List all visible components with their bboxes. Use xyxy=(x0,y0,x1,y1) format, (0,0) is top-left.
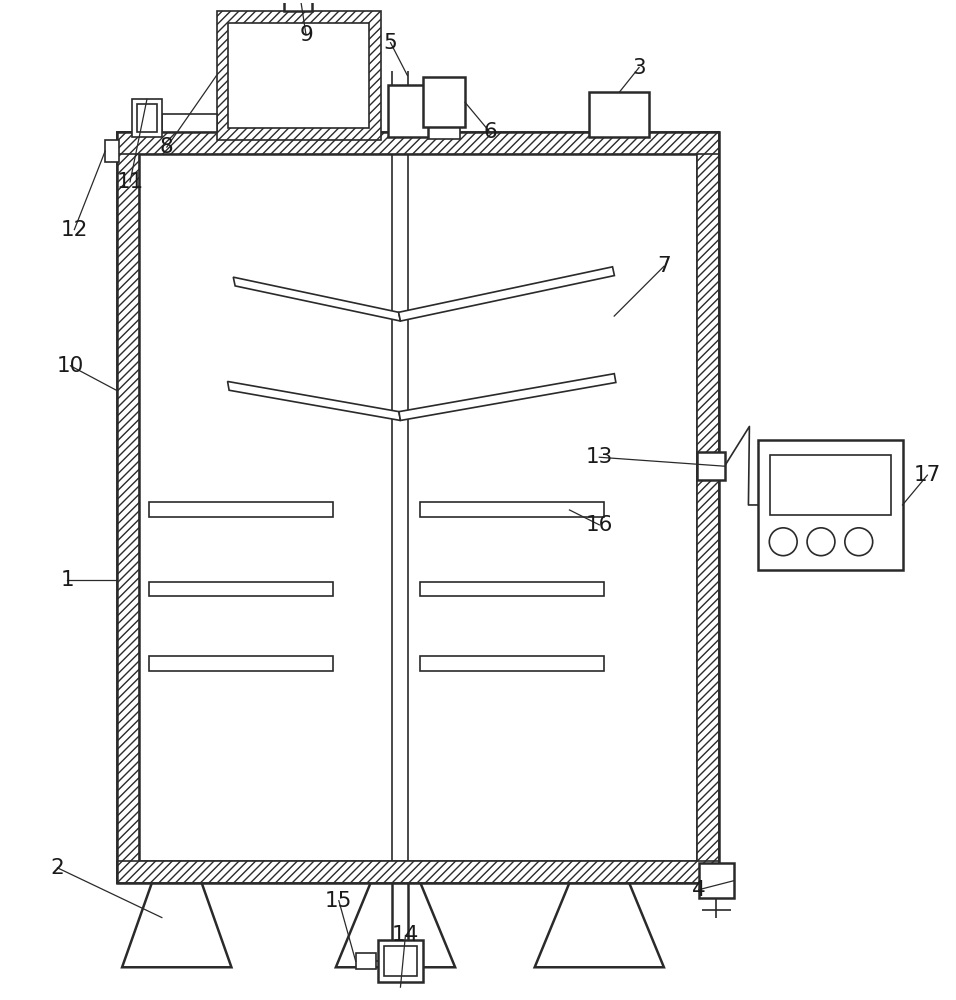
Bar xyxy=(149,656,333,671)
Polygon shape xyxy=(122,883,231,967)
Text: 4: 4 xyxy=(692,880,706,900)
Bar xyxy=(117,132,719,883)
Polygon shape xyxy=(399,374,616,420)
Bar xyxy=(137,104,157,132)
Bar xyxy=(149,502,333,517)
Bar xyxy=(162,114,216,132)
Bar xyxy=(105,140,120,162)
Bar xyxy=(699,863,733,898)
Text: 5: 5 xyxy=(383,33,398,53)
Text: 1: 1 xyxy=(60,570,75,590)
Bar xyxy=(356,953,376,969)
Bar xyxy=(589,92,649,137)
Text: 12: 12 xyxy=(60,220,88,240)
Polygon shape xyxy=(228,381,401,420)
Bar xyxy=(117,861,719,883)
Bar xyxy=(697,132,719,883)
Text: 3: 3 xyxy=(632,58,646,78)
Text: 17: 17 xyxy=(914,465,941,485)
Bar xyxy=(758,440,902,570)
Text: 2: 2 xyxy=(51,858,64,878)
Bar xyxy=(428,125,460,139)
Bar xyxy=(387,85,428,137)
Text: 10: 10 xyxy=(56,356,84,376)
Bar xyxy=(117,132,139,883)
Text: 11: 11 xyxy=(117,172,143,192)
Bar xyxy=(421,582,604,596)
Text: 8: 8 xyxy=(160,137,174,157)
Bar xyxy=(228,23,369,128)
Text: 7: 7 xyxy=(657,256,671,276)
Text: 9: 9 xyxy=(299,25,313,45)
Polygon shape xyxy=(233,277,401,321)
Bar xyxy=(284,0,312,11)
Bar xyxy=(424,77,465,127)
Bar xyxy=(149,582,333,596)
Bar xyxy=(421,656,604,671)
Bar xyxy=(697,452,725,480)
Bar xyxy=(117,132,719,154)
Text: 13: 13 xyxy=(586,447,613,467)
Bar xyxy=(132,99,162,137)
Text: 14: 14 xyxy=(392,925,419,945)
Bar xyxy=(771,455,891,515)
Polygon shape xyxy=(336,883,455,967)
Text: 6: 6 xyxy=(483,122,497,142)
Bar xyxy=(216,11,380,140)
Bar xyxy=(378,940,424,982)
Bar xyxy=(421,502,604,517)
Polygon shape xyxy=(399,267,615,321)
Polygon shape xyxy=(534,883,663,967)
Text: 16: 16 xyxy=(586,515,613,535)
Text: 15: 15 xyxy=(325,891,353,911)
Bar xyxy=(383,946,418,976)
